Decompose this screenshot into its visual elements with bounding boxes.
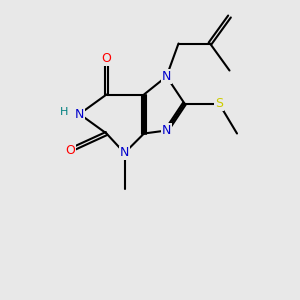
Text: N: N (75, 107, 84, 121)
Text: O: O (102, 52, 111, 65)
Text: S: S (215, 97, 223, 110)
Text: N: N (162, 124, 171, 137)
Text: H: H (60, 106, 68, 117)
Text: N: N (162, 70, 171, 83)
Text: O: O (66, 143, 75, 157)
Text: N: N (120, 146, 129, 160)
